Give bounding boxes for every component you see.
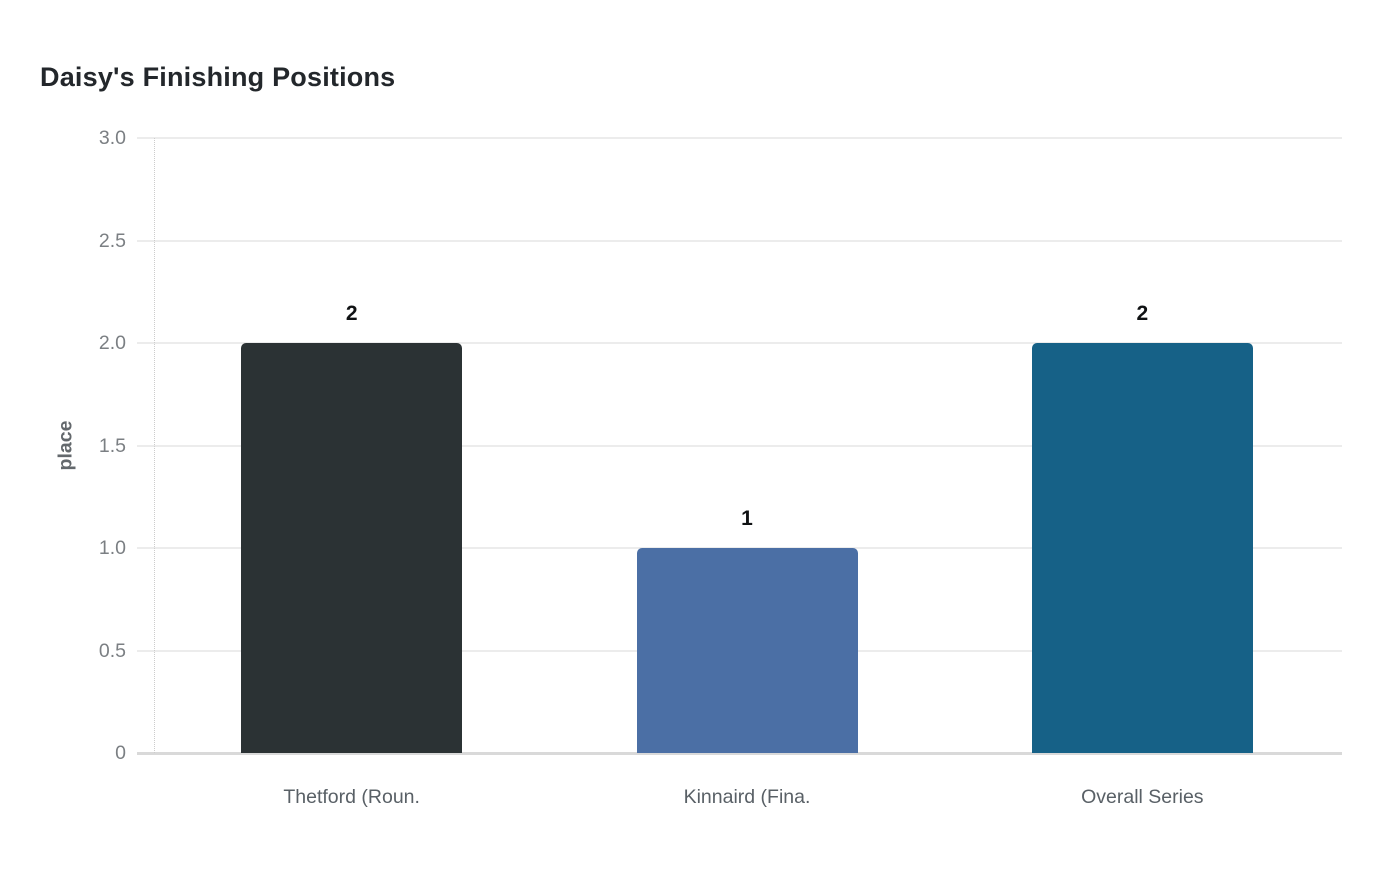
x-axis-baseline: [137, 752, 1342, 755]
gridline: [137, 239, 1342, 242]
gridline: [137, 444, 1342, 447]
bar-value-label: 1: [741, 507, 753, 530]
gridline: [137, 137, 1342, 139]
y-tick-label: 2.0: [98, 332, 126, 354]
y-axis-title: place: [54, 420, 77, 471]
x-tick-label: Thetford (Roun.: [283, 786, 420, 808]
y-tick-label: 2.5: [98, 229, 126, 252]
y-tick-label: 0: [115, 742, 126, 764]
x-tick-label: Overall Series: [1081, 786, 1204, 808]
gridline: [137, 342, 1342, 344]
bar-value-label: 2: [345, 302, 358, 325]
y-tick-label: 0.5: [98, 639, 126, 662]
bar-2: [636, 548, 858, 753]
y-tick-label: 1.0: [98, 537, 126, 559]
bar-1: [241, 343, 463, 753]
bar-3: [1031, 343, 1253, 753]
x-tick-label: Kinnaird (Fina.: [683, 786, 811, 808]
chart-title: Daisy's Finishing Positions: [40, 62, 396, 92]
y-axis-line: [154, 138, 155, 753]
y-tick-label: 3.0: [98, 127, 126, 149]
bar-value-label: 2: [1136, 302, 1149, 325]
y-tick-label: 1.5: [98, 434, 126, 457]
